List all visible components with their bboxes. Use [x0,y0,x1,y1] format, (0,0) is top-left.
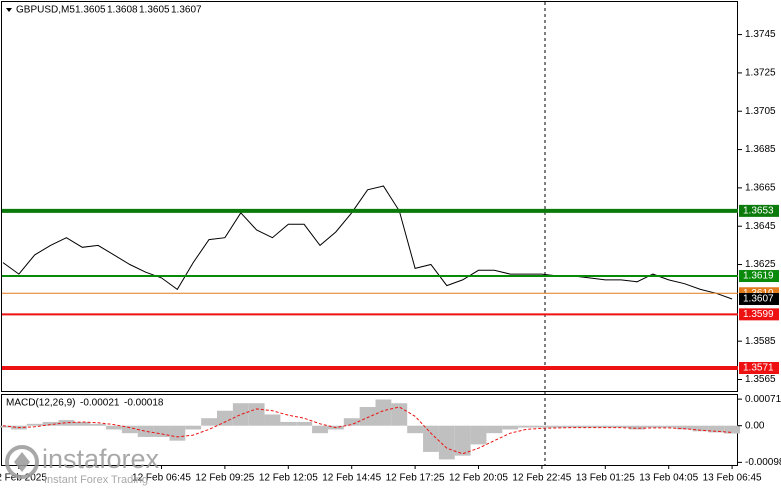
macd-bar [486,425,503,434]
macd-bar [375,399,392,426]
slogan: Instant Forex Trading [44,474,148,486]
level-label-box [739,270,779,283]
macd-bar [708,425,725,433]
macd-bar [217,410,233,426]
macd-bar [518,425,534,428]
level-label-box [739,204,779,217]
macd-bar [549,425,566,428]
indicator-title: MACD(12,26,9) [6,398,75,409]
title-arrow [6,8,12,12]
macd-bar [454,425,471,456]
macd-bar [470,425,487,445]
macd-bar [502,425,519,430]
y-tick-label: 1.3745 [745,29,776,40]
level-label-box [739,308,779,321]
x-tick-label: 12 Feb 14:45 [322,473,381,484]
x-tick-label: 12 Feb 22:45 [512,473,571,484]
macd-bar [26,423,43,426]
y-tick-label: 1.3725 [745,68,776,79]
level-label-box [739,293,779,306]
y-tick-label: 1.3625 [745,259,776,270]
level-label: 1.3653 [743,206,774,217]
y-tick-label: 1.3585 [745,336,776,347]
x-tick-label: 12 Feb 06:45 [132,473,191,484]
ohlc-value: 1.3605 [75,5,106,16]
brand: instaforex [42,444,160,474]
x-tick-label: 12 Feb 09:25 [195,473,254,484]
macd-bar [232,403,249,426]
x-tick-label: 13 Feb 04:05 [639,473,698,484]
macd-bar [407,425,424,434]
chart-title: GBPUSD,M5 [16,5,75,16]
macd-bar [438,425,455,460]
level-label: 1.3599 [743,309,774,320]
indicator-value: -0.00018 [124,398,164,409]
x-tick-label: 12 Feb 20:05 [449,473,508,484]
macd-bar [312,425,328,434]
signal-line [2,406,733,455]
macd-bar [169,425,186,441]
macd-bar [613,425,630,428]
macd-bar [248,403,265,426]
logo-ring [5,445,39,479]
watermark: instaforex Instant Forex Trading [5,444,160,486]
macd-bar [58,420,75,426]
macd-bar [534,425,550,428]
macd-bar [153,425,170,437]
y-tick-label: 1.3565 [745,374,776,385]
indicator-value: -0.00021 [80,398,120,409]
macd-bar [391,403,408,426]
y-tick-label: 0.00071 [745,394,781,405]
level-label: 1.3571 [743,363,774,374]
y-tick-label: 1.3645 [745,221,776,232]
macd-bar [343,418,360,426]
level-label-box [739,362,779,375]
macd-bar [74,421,91,426]
macd-bar [42,421,59,426]
macd-bar [121,425,138,434]
x-tick-label: 13 Feb 01:25 [576,473,635,484]
y-tick-label: -0.00098 [745,457,781,468]
macd-bar [90,423,107,426]
macd-bar [280,421,297,426]
ohlc-value: 1.3605 [139,5,170,16]
logo-mark [14,452,30,472]
macd-bar [0,425,11,428]
macd-bar [565,425,582,428]
x-tick-label: 12 Feb 12:05 [259,473,318,484]
macd-bar [359,406,376,426]
macd-bar [660,425,677,428]
macd-bar [644,425,661,428]
macd-bar [264,414,281,426]
x-tick-label: 13 Feb 06:45 [703,473,762,484]
plot-layer [0,185,741,460]
y-tick-label: 0.00 [745,420,765,431]
y-tick-label: 1.3665 [745,183,776,194]
main-panel-frame [1,1,738,392]
level-label: 1.3607 [743,294,774,305]
ohlc-value: 1.3608 [107,5,138,16]
price-line [2,185,733,300]
macd-bar [581,425,598,428]
macd-bar [692,425,709,432]
macd-bar [724,425,741,434]
macd-bar [597,425,614,428]
level-label: 1.3619 [743,271,774,282]
macd-bar [676,425,693,430]
y-tick-label: 1.3685 [745,144,776,155]
y-tick-label: 1.3705 [745,106,776,117]
macd-bar [106,425,122,430]
title-row [6,8,12,12]
macd-bar [201,418,217,426]
macd-bar [296,421,313,426]
macd-bar [137,425,154,437]
macd-bar [629,425,645,430]
macd-bar [423,425,439,452]
x-tick-label: 12 Feb 17:25 [386,473,445,484]
macd-bar [185,425,202,430]
ohlc-value: 1.3607 [171,5,202,16]
